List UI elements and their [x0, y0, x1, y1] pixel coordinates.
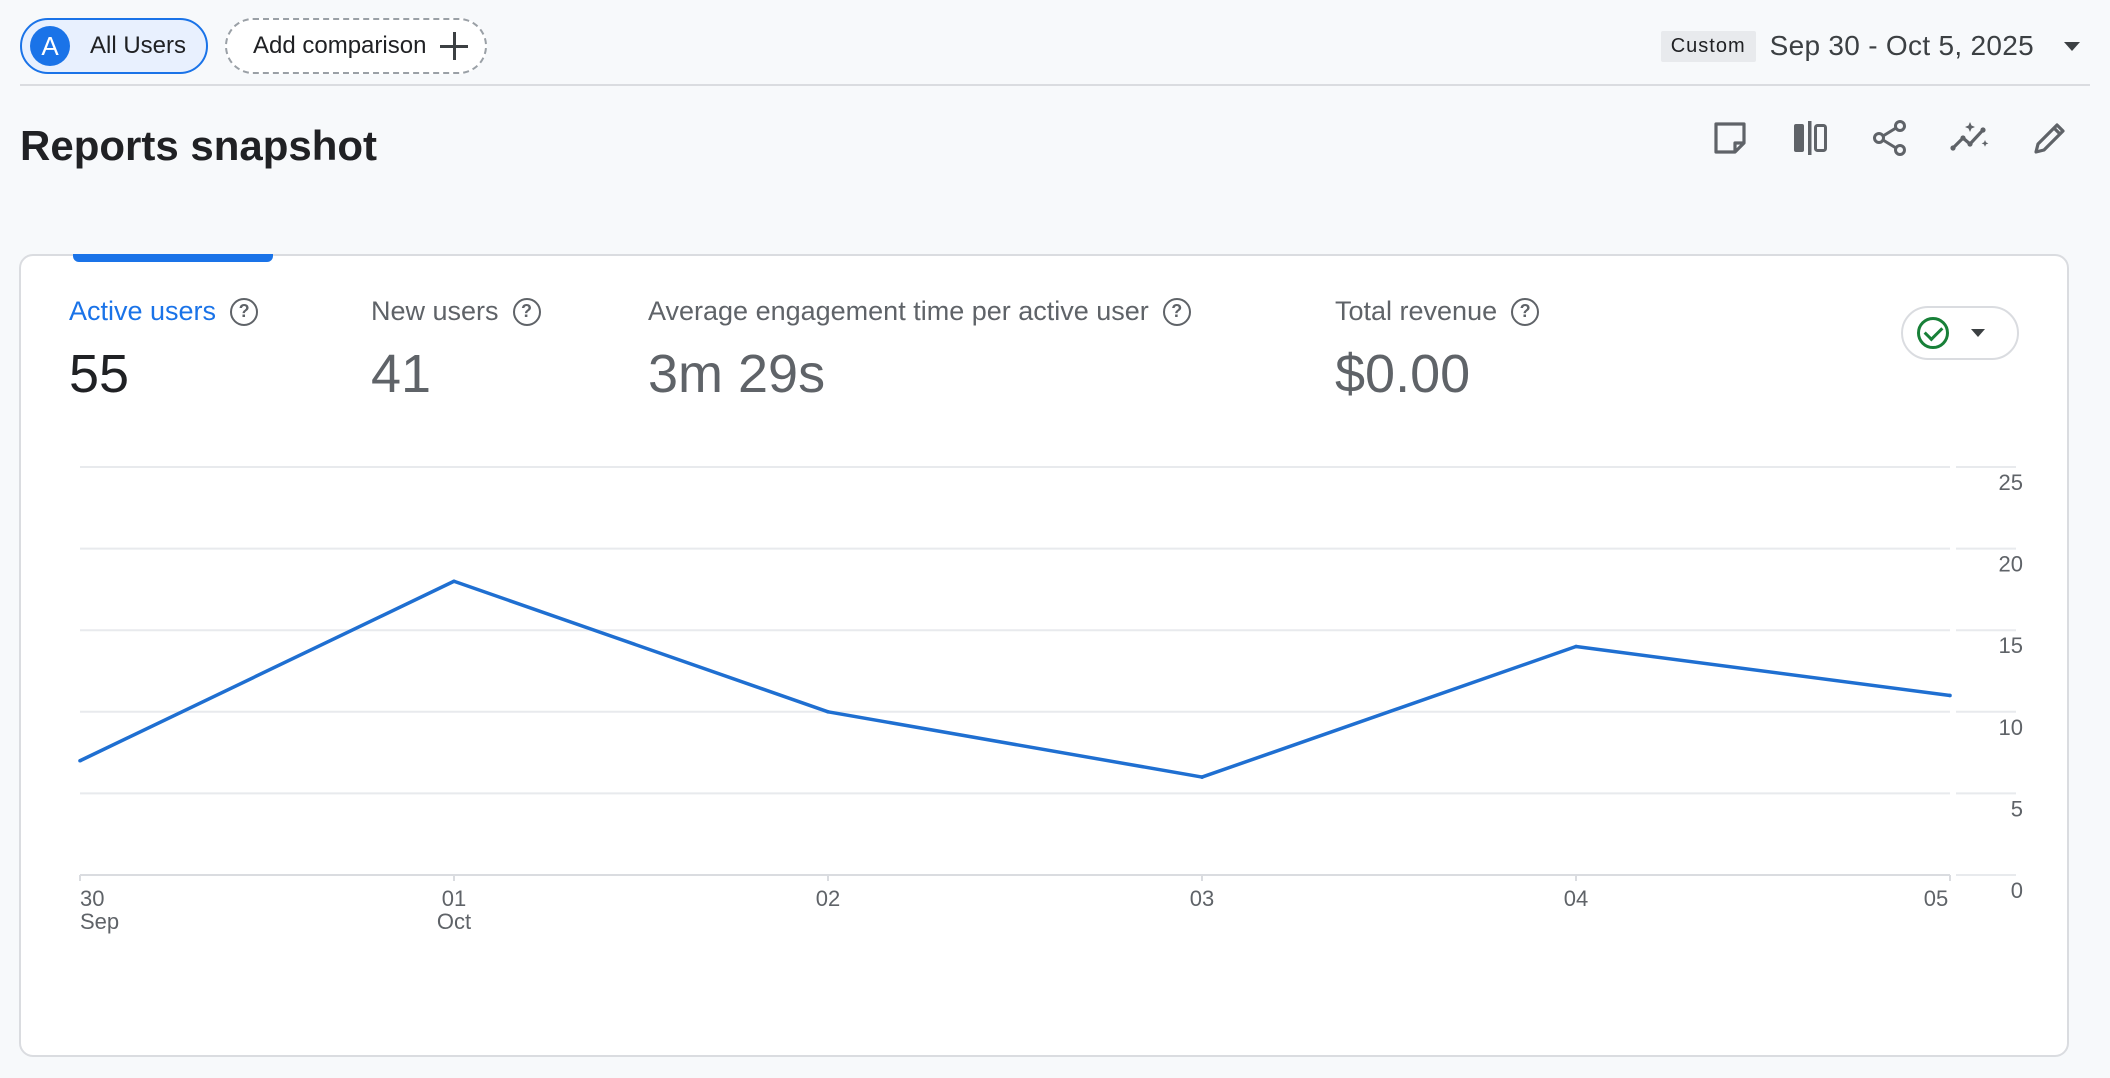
data-point — [1948, 693, 1952, 698]
data-point — [452, 579, 456, 584]
y-tick-label: 15 — [1999, 633, 2023, 658]
x-tick-label: 05 — [1924, 886, 1948, 911]
x-tick-label: 04 — [1564, 886, 1588, 911]
add-comparison-label: Add comparison — [253, 32, 427, 59]
y-tick-label: 0 — [2011, 878, 2023, 903]
y-tick-label: 25 — [1999, 470, 2023, 495]
x-tick-label: 02 — [816, 886, 840, 911]
y-tick-label: 20 — [1999, 552, 2023, 577]
edit-pencil-icon[interactable] — [2030, 118, 2070, 158]
x-tick-label: 03 — [1190, 886, 1214, 911]
plus-icon — [440, 32, 469, 60]
report-toolbar — [1710, 118, 2070, 158]
metric-tab-total-revenue[interactable]: Total revenue? $0.00 — [1335, 296, 1540, 405]
x-tick-label: 30 — [80, 886, 104, 911]
active-tab-indicator — [73, 254, 273, 262]
chevron-down-icon[interactable] — [2064, 41, 2080, 51]
help-icon[interactable]: ? — [512, 297, 541, 326]
chevron-down-icon — [1971, 329, 1985, 337]
insights-icon[interactable] — [1950, 118, 1990, 158]
compare-columns-icon[interactable] — [1790, 118, 1830, 158]
help-icon[interactable]: ? — [1162, 297, 1191, 326]
metric-label: New users — [371, 296, 499, 326]
share-icon[interactable] — [1870, 118, 1910, 158]
metric-tab-active-users[interactable]: Active users? 55 — [69, 296, 259, 405]
date-custom-badge: Custom — [1660, 30, 1756, 62]
metric-value: 3m 29s — [648, 344, 826, 404]
x-tick-month-label: Sep — [80, 909, 119, 934]
y-tick-label: 10 — [1999, 715, 2023, 740]
add-comparison-button[interactable]: Add comparison — [225, 18, 487, 74]
data-quality-status-button[interactable] — [1901, 306, 2019, 360]
check-circle-icon — [1917, 317, 1949, 349]
header-divider — [20, 84, 2090, 86]
metric-label: Average engagement time per active user — [648, 296, 1149, 326]
help-icon[interactable]: ? — [230, 297, 259, 326]
metric-value: 55 — [69, 344, 130, 404]
top-bar: A All Users Add comparison Custom Sep 30… — [20, 18, 2090, 74]
metric-value: $0.00 — [1335, 344, 1471, 404]
metric-label: Total revenue — [1335, 296, 1498, 326]
snapshot-card: Active users? 55 New users? 41 Average e… — [19, 254, 2069, 1057]
data-point — [1200, 775, 1204, 779]
metric-tab-new-users[interactable]: New users? 41 — [371, 296, 541, 405]
note-icon[interactable] — [1710, 118, 1750, 158]
help-icon[interactable]: ? — [1511, 297, 1540, 326]
avatar: A — [30, 26, 70, 66]
data-point — [78, 758, 82, 763]
comparison-chip-label: All Users — [90, 32, 187, 59]
page-title: Reports snapshot — [20, 122, 378, 169]
metric-value: 41 — [371, 344, 432, 404]
metric-label: Active users — [69, 296, 217, 326]
series-line-active-users — [79, 579, 1951, 779]
y-tick-label: 5 — [2011, 796, 2023, 821]
x-tick-label: 01 — [442, 886, 466, 911]
all-users-comparison-chip[interactable]: A All Users — [20, 18, 208, 74]
metric-tab-avg-engagement-time[interactable]: Average engagement time per active user?… — [648, 296, 1191, 405]
x-tick-month-label: Oct — [437, 909, 471, 934]
date-range-text: Sep 30 - Oct 5, 2025 — [1769, 30, 2034, 61]
date-range-picker[interactable]: Custom Sep 30 - Oct 5, 2025 — [1660, 18, 2090, 74]
data-point — [1574, 644, 1578, 649]
data-point — [826, 710, 830, 714]
